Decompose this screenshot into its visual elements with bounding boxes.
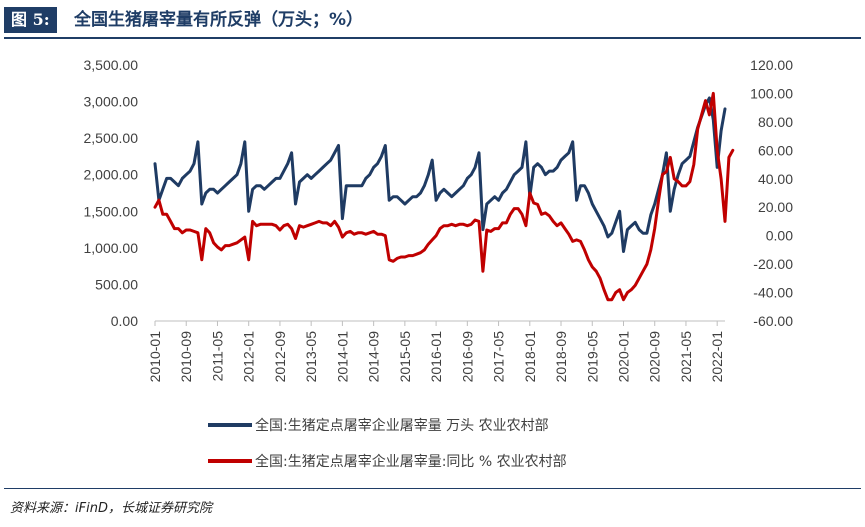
x-tick-label: 2018-01 <box>522 331 538 383</box>
x-tick-label: 2013-05 <box>303 331 319 383</box>
footer-rule <box>4 488 861 489</box>
legend-label: 全国:生猪定点屠宰企业屠宰量:同比 % 农业农村部 <box>255 453 567 470</box>
right-y-tick-label: -40.00 <box>753 285 793 301</box>
x-tick-label: 2014-01 <box>334 331 350 383</box>
legend-label: 全国:生猪定点屠宰企业屠宰量 万头 农业农村部 <box>255 417 549 434</box>
x-tick-label: 2020-01 <box>615 331 631 383</box>
x-tick-label: 2022-01 <box>709 331 725 383</box>
right-y-tick-label: 120.00 <box>750 57 793 73</box>
series-line-volume <box>153 96 727 253</box>
x-tick-label: 2014-09 <box>366 331 382 383</box>
left-y-tick-label: 3,500.00 <box>84 57 139 73</box>
x-tick-label: 2020-09 <box>647 331 663 383</box>
right-y-tick-label: -60.00 <box>753 313 793 329</box>
figure-title: 全国生猪屠宰量有所反弹（万头；%） <box>74 10 364 30</box>
source-note: 资料来源：iFinD，长城证券研究院 <box>10 501 212 516</box>
x-tick-label: 2012-01 <box>241 331 257 383</box>
x-tick-label: 2011-05 <box>209 331 225 382</box>
right-y-tick-label: 60.00 <box>758 142 793 158</box>
right-y-tick-label: 0.00 <box>766 228 793 244</box>
right-y-tick-label: 80.00 <box>758 114 793 130</box>
left-y-tick-label: 1,000.00 <box>84 240 139 256</box>
x-tick-label: 2017-05 <box>491 331 507 383</box>
figure-header: 图 5: 全国生猪屠宰量有所反弹（万头；%） <box>0 0 865 40</box>
left-y-tick-label: 2,000.00 <box>84 167 139 183</box>
left-y-tick-label: 3,000.00 <box>84 94 139 110</box>
x-tick-label: 2016-01 <box>428 331 444 383</box>
left-y-tick-label: 500.00 <box>95 276 138 292</box>
x-tick-label: 2010-01 <box>147 331 163 383</box>
left-y-tick-label: 2,500.00 <box>84 130 139 146</box>
series-line-yoy <box>153 91 735 302</box>
figure-label: 图 5: <box>4 7 57 33</box>
x-tick-label: 2010-09 <box>178 331 194 383</box>
x-tick-label: 2016-09 <box>459 331 475 383</box>
right-y-tick-label: 100.00 <box>750 85 793 101</box>
title-rule <box>4 37 861 39</box>
x-tick-label: 2015-05 <box>397 331 413 383</box>
x-tick-label: 2018-09 <box>553 331 569 383</box>
left-y-tick-label: 1,500.00 <box>84 203 139 219</box>
x-tick-label: 2021-05 <box>678 331 694 383</box>
x-tick-label: 2019-05 <box>584 331 600 383</box>
dual-axis-line-chart: 0.00 500.00 1,000.00 1,500.00 2,000.00 2,500.… <box>84 57 794 470</box>
right-y-tick-label: 20.00 <box>758 199 793 215</box>
right-y-tick-label: -20.00 <box>753 256 793 272</box>
x-tick-label: 2012-09 <box>272 331 288 383</box>
right-y-tick-label: 40.00 <box>758 171 793 187</box>
left-y-tick-label: 0.00 <box>111 313 138 329</box>
